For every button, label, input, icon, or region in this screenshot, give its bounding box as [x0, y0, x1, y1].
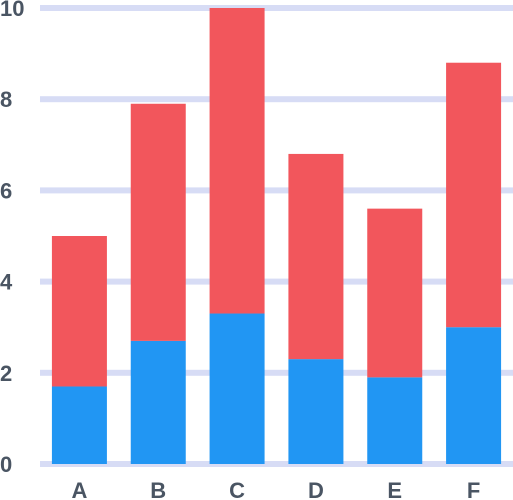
bar-a-segment-1	[51, 386, 107, 464]
bar-d-segment-2	[288, 153, 344, 360]
gridline	[40, 187, 513, 194]
x-tick-label: B	[150, 478, 166, 500]
y-axis-ticks: 0 2 4 6 8 10	[0, 0, 24, 477]
gridline	[40, 278, 513, 285]
x-tick-label: D	[308, 478, 324, 500]
gridline	[40, 96, 513, 103]
y-tick-label: 4	[0, 270, 13, 295]
x-tick-label: F	[467, 478, 480, 500]
bar-e-segment-1	[367, 377, 423, 464]
gridline	[40, 5, 513, 11]
bar-b-segment-1	[130, 340, 186, 464]
bar-c-segment-1	[209, 313, 265, 464]
gridlines	[40, 5, 513, 467]
y-tick-label: 6	[0, 178, 12, 203]
x-tick-label: C	[229, 478, 245, 500]
gridline	[40, 461, 513, 467]
bar-f-segment-1	[446, 327, 502, 464]
bar-a-segment-2	[51, 236, 107, 387]
bar-c-segment-2	[209, 8, 265, 314]
bar-f-segment-2	[446, 62, 502, 328]
bar-d-segment-1	[288, 359, 344, 464]
y-tick-label: 8	[0, 87, 12, 112]
y-tick-label: 2	[0, 361, 12, 386]
x-axis-ticks: A B C D E F	[71, 478, 480, 500]
y-tick-label: 10	[0, 0, 24, 21]
x-tick-label: E	[387, 478, 402, 500]
bars	[51, 8, 502, 464]
bar-e-segment-2	[367, 208, 423, 378]
bar-b-segment-2	[130, 103, 186, 341]
x-tick-label: A	[71, 478, 87, 500]
y-tick-label: 0	[0, 452, 12, 477]
gridline	[40, 369, 513, 376]
